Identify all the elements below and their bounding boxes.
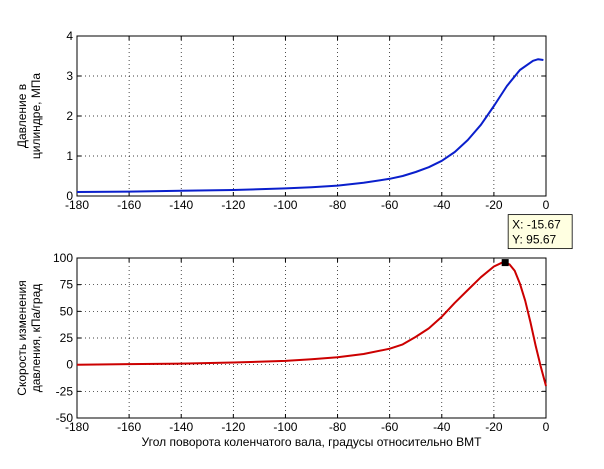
x-tick-label: -80 <box>329 420 347 434</box>
y-axis-label-line: Давление в <box>15 84 29 148</box>
y-axis-label-line: давления, кПа/град <box>29 284 43 393</box>
y-tick-label: 25 <box>60 331 74 345</box>
x-tick-label: 0 <box>543 198 550 212</box>
y-axis-label: Скорость изменениядавления, кПа/град <box>15 280 43 395</box>
x-tick-label: -140 <box>169 198 193 212</box>
y-tick-label: 75 <box>60 278 74 292</box>
datatip-box <box>507 214 573 250</box>
x-tick-label: -160 <box>117 198 141 212</box>
datatip-x-text: X: -15.67 <box>512 218 561 232</box>
series-line <box>76 58 544 193</box>
x-tick-label: -20 <box>485 198 503 212</box>
x-axis-label: Угол поворота коленчатого вала, градусы … <box>142 435 483 449</box>
datatip[interactable]: X: -15.67 Y: 95.67 <box>501 214 573 267</box>
x-tick-label: -140 <box>169 420 193 434</box>
x-tick-label: -160 <box>117 420 141 434</box>
y-axis-label-line: цилиндре, МПа <box>29 73 43 160</box>
datatip-marker[interactable] <box>501 259 509 267</box>
y-tick-label: 0 <box>66 358 73 372</box>
y-tick-label: 50 <box>60 304 74 318</box>
datatip-y-text: Y: 95.67 <box>512 233 556 247</box>
x-tick-label: -180 <box>65 198 89 212</box>
y-axis-label-line: Скорость изменения <box>15 280 29 395</box>
y-axis-label: Давление вцилиндре, МПа <box>15 73 43 160</box>
y-tick-label: 0 <box>66 189 73 203</box>
y-tick-label: 100 <box>53 251 73 265</box>
series-line <box>76 261 547 387</box>
y-tick-label: -25 <box>56 384 74 398</box>
x-tick-label: -180 <box>65 420 89 434</box>
y-tick-label: -50 <box>56 411 74 425</box>
x-tick-label: 0 <box>543 420 550 434</box>
x-tick-label: -120 <box>221 198 245 212</box>
x-tick-label: -60 <box>381 420 399 434</box>
y-tick-label: 3 <box>66 69 73 83</box>
y-tick-label: 1 <box>66 149 73 163</box>
y-tick-label: 2 <box>66 109 73 123</box>
x-tick-label: -120 <box>221 420 245 434</box>
plot-area <box>76 35 547 197</box>
x-tick-label: -40 <box>433 198 451 212</box>
y-tick-label: 4 <box>66 29 73 43</box>
pressure-rate-axes: -180 -160 -140 -120 -100 -80 -60 -40 -20 0 -50 -25 0… <box>15 251 550 449</box>
x-tick-label: -100 <box>273 198 297 212</box>
pressure-axes: -180 -160 -140 -120 -100 -80 -60 -40 -20 0 0 1 2 3 4 Да… <box>15 29 550 212</box>
x-tick-label: -60 <box>381 198 399 212</box>
x-tick-label: -40 <box>433 420 451 434</box>
x-tick-label: -100 <box>273 420 297 434</box>
x-tick-label: -20 <box>485 420 503 434</box>
x-tick-label: -80 <box>329 198 347 212</box>
